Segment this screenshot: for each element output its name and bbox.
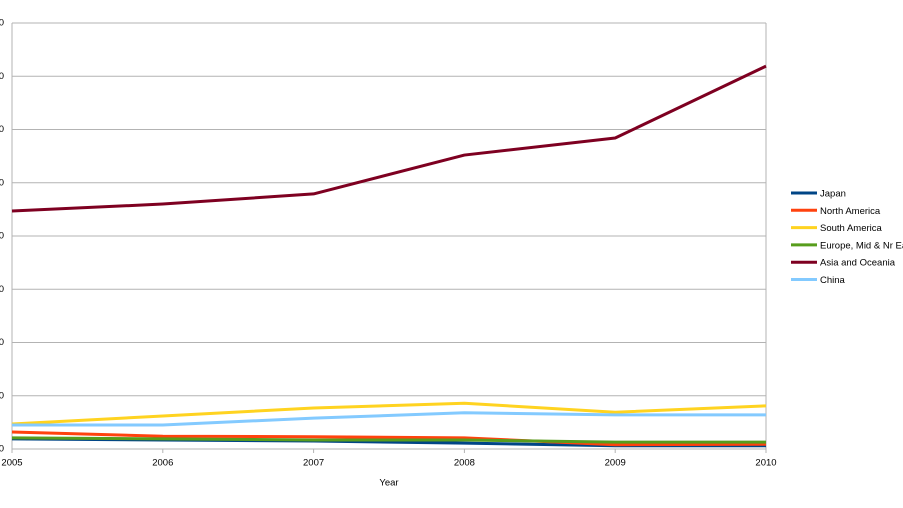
y-tick-label: 20	[0, 337, 4, 348]
series-line	[11, 430, 767, 447]
y-tick-label: 30	[0, 284, 4, 295]
legend-label: Japan	[820, 189, 846, 200]
series-line	[12, 411, 766, 427]
x-tick-label: 2008	[454, 458, 475, 469]
y-tick-label: 80	[0, 18, 4, 29]
legend-label: Europe, Mid & Nr East	[820, 240, 903, 251]
y-tick-label: 40	[0, 231, 4, 242]
legend-label: South America	[820, 223, 882, 234]
x-tick-label: 2006	[152, 458, 173, 469]
x-tick-label: 2009	[605, 458, 626, 469]
y-tick-label: 60	[0, 124, 4, 135]
x-axis-label: Year	[379, 478, 398, 489]
y-tick-label: 0	[0, 444, 4, 455]
series-line	[11, 401, 767, 426]
x-tick-label: 2010	[755, 458, 776, 469]
y-tick-label: 70	[0, 71, 4, 82]
legend-label: Asia and Oceania	[820, 258, 896, 269]
x-tick-label: 2005	[1, 458, 22, 469]
y-tick-label: 10	[0, 390, 4, 401]
y-tick-label: 50	[0, 177, 4, 188]
legend-label: North America	[820, 206, 881, 217]
series-line	[11, 64, 767, 213]
series-line	[11, 436, 766, 444]
legend-label: China	[820, 275, 846, 286]
x-tick-label: 2007	[303, 458, 324, 469]
